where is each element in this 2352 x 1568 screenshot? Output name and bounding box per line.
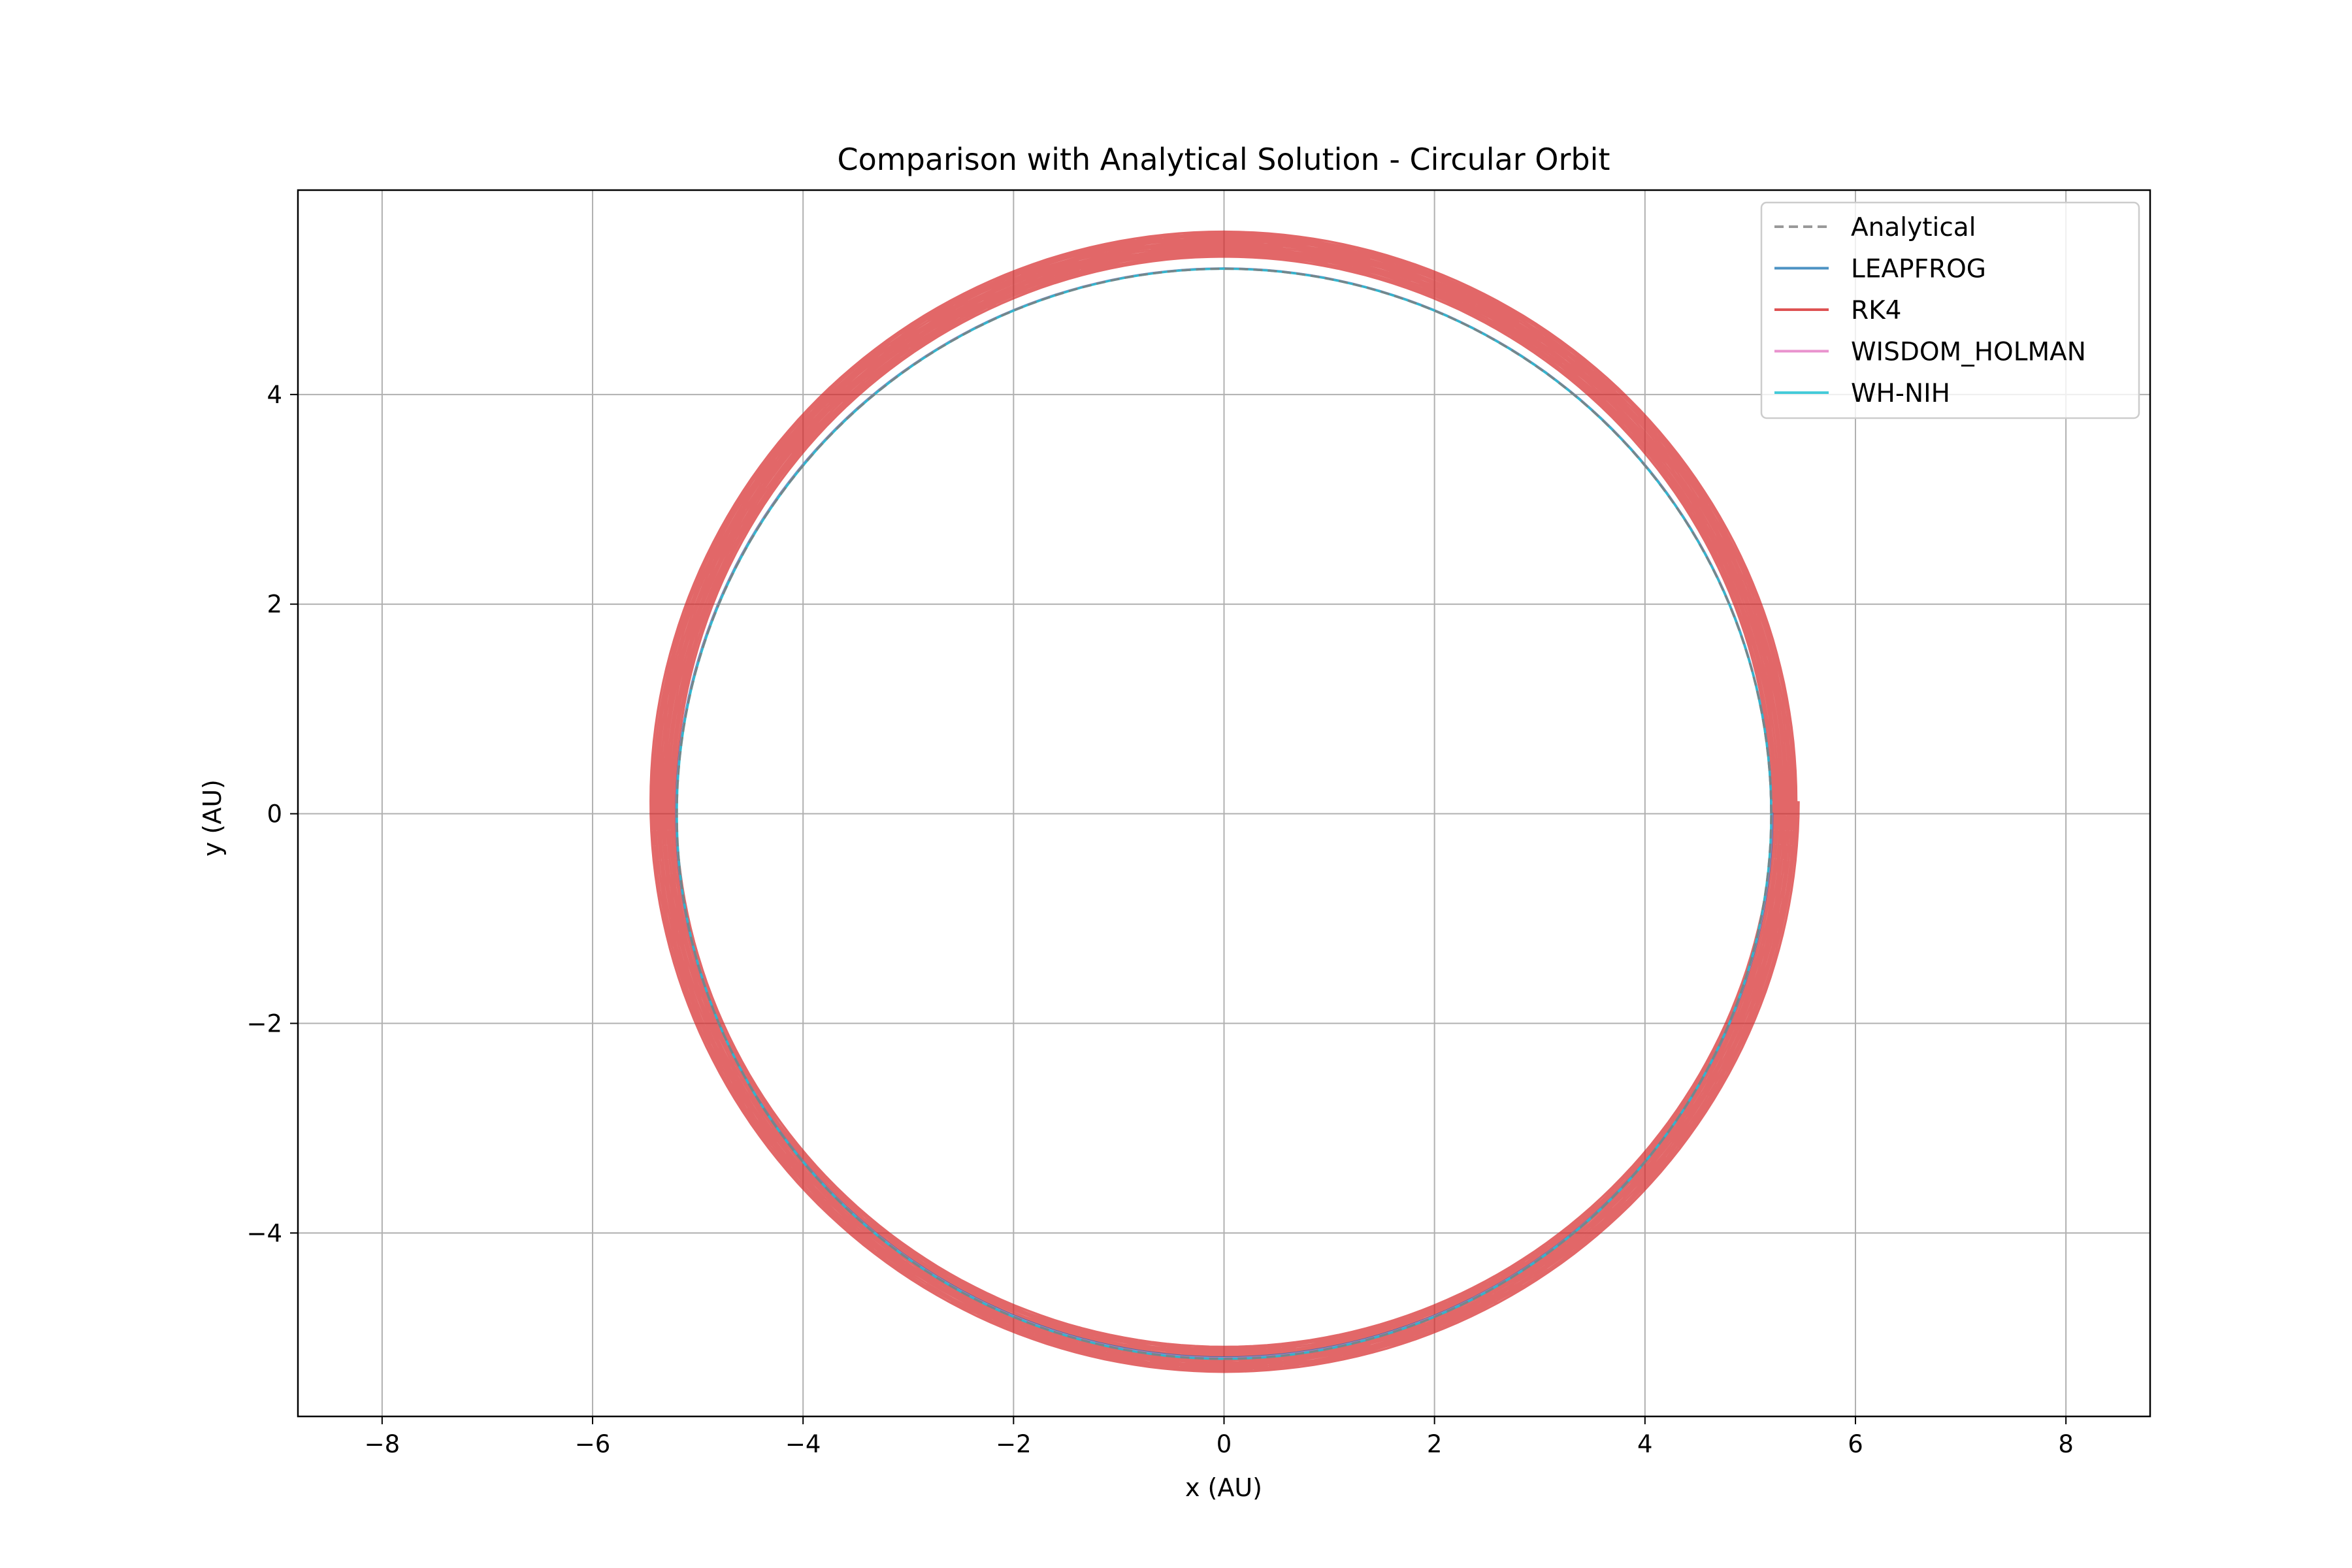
x-tick-label: 2 [1427, 1430, 1443, 1458]
legend-label: WH-NIH [1851, 379, 1950, 408]
y-axis-ticks: −4 −2 0 2 4 [246, 381, 298, 1247]
series-line-rk4 [649, 230, 1800, 1373]
chart-title: Comparison with Analytical Solution - Ci… [838, 142, 1610, 177]
series-line-analytical [676, 267, 1772, 1360]
x-tick-label: −4 [785, 1430, 821, 1458]
legend-label: LEAPFROG [1851, 255, 1986, 284]
y-tick-label: 4 [267, 381, 282, 409]
legend-label: Analytical [1851, 213, 1976, 242]
x-tick-label: 0 [1217, 1430, 1232, 1458]
y-tick-label: 0 [267, 800, 282, 828]
x-axis-label: x (AU) [1185, 1473, 1262, 1502]
x-axis-ticks: −8 −6 −4 −2 0 2 4 6 8 [365, 1416, 2074, 1458]
x-tick-label: −8 [365, 1430, 400, 1458]
series-lines [649, 230, 1800, 1373]
x-tick-label: 6 [1848, 1430, 1863, 1458]
y-tick-label: −4 [246, 1219, 282, 1247]
x-tick-label: −6 [575, 1430, 611, 1458]
y-axis-label: y (AU) [198, 779, 227, 857]
legend-label: RK4 [1851, 296, 1902, 325]
legend: Analytical LEAPFROG RK4 WISDOM_HOLMAN WH-NIH [1760, 201, 2140, 419]
y-tick-label: −2 [246, 1009, 282, 1037]
x-tick-label: 8 [2058, 1430, 2074, 1458]
x-tick-label: 4 [1637, 1430, 1653, 1458]
legend-label: WISDOM_HOLMAN [1851, 338, 2086, 367]
legend-box [1760, 201, 2140, 419]
y-tick-label: 2 [267, 591, 282, 619]
x-tick-label: −2 [996, 1430, 1032, 1458]
